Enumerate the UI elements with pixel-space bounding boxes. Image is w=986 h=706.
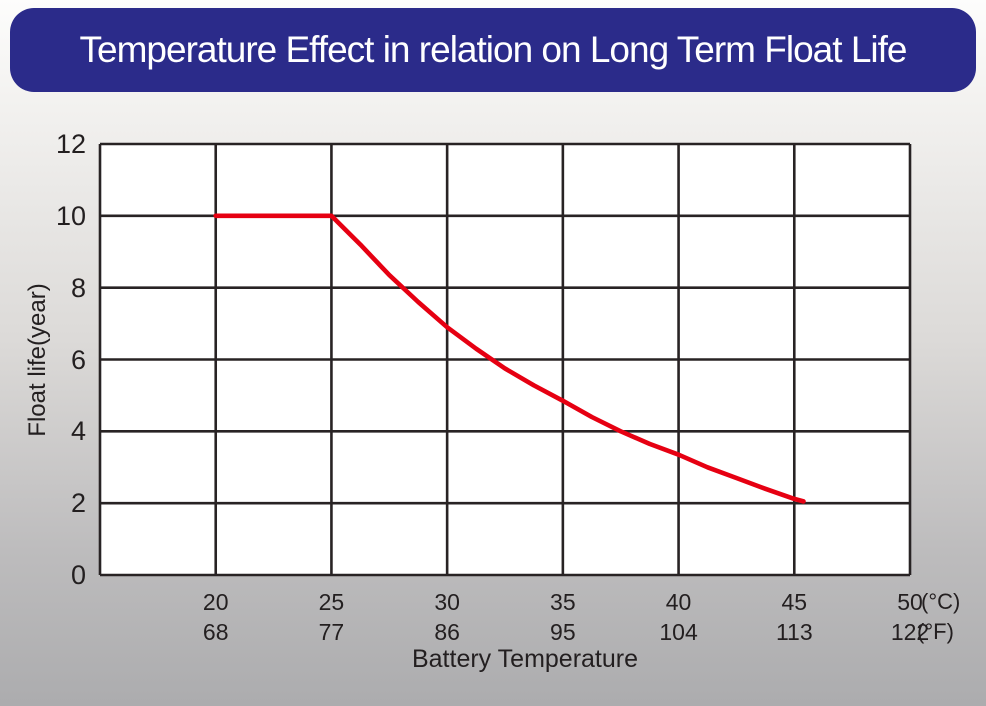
x-tick-fahrenheit: 104 [659,619,698,645]
fahrenheit-unit-label: (°F) [917,619,954,644]
page-title: Temperature Effect in relation on Long T… [79,29,908,70]
x-tick-celsius: 50 [897,589,923,615]
x-tick-celsius: 30 [434,589,460,615]
y-axis-title: Float life(year) [24,283,51,437]
x-tick-celsius: 35 [550,589,576,615]
y-tick: 12 [55,129,86,159]
chart-plot [98,142,912,577]
x-tick-fahrenheit: 86 [434,619,460,645]
x-tick-celsius: 45 [781,589,808,615]
x-tick-celsius: 25 [318,589,345,615]
title-banner: Temperature Effect in relation on Long T… [10,8,976,92]
y-tick: 0 [70,560,86,590]
celsius-unit-label: (°C) [921,589,961,614]
x-tick-fahrenheit: 77 [318,619,345,645]
x-tick-fahrenheit: 113 [775,619,813,645]
y-tick: 2 [70,488,86,519]
x-tick-celsius: 40 [665,589,692,615]
x-axis-title: Battery Temperature [411,645,639,673]
x-tick-celsius: 20 [202,589,229,615]
x-tick-fahrenheit: 68 [202,619,229,645]
x-tick-fahrenheit: 95 [550,619,576,645]
y-tick: 10 [55,200,86,231]
float-life-curve [213,213,806,504]
